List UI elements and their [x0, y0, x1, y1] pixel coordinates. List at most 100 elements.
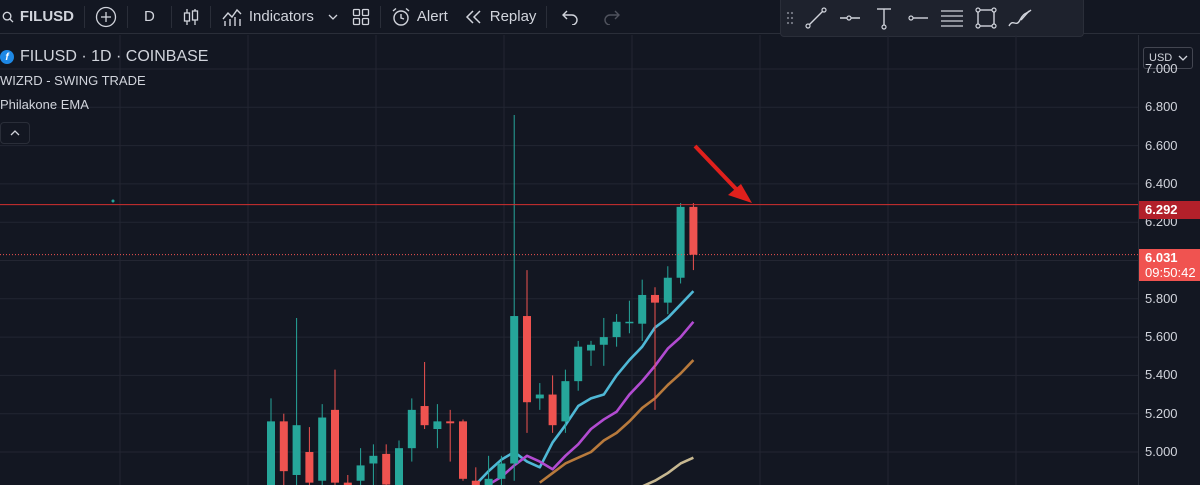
candle-body [510, 316, 519, 464]
cross-line-tool[interactable] [867, 2, 901, 34]
indicators-button[interactable]: Indicators [213, 0, 322, 34]
candle [587, 340, 595, 366]
filecoin-logo-icon: f [0, 50, 14, 64]
symbol-title-row[interactable]: f FILUSD · 1D · COINBASE [0, 46, 208, 68]
replay-label: Replay [489, 8, 537, 25]
alarm-clock-icon [392, 7, 410, 26]
chart-pane[interactable] [0, 35, 1138, 485]
price-tick-label: 5.800 [1145, 290, 1178, 306]
candle-body [548, 394, 557, 426]
parallel-channel-tool[interactable] [935, 2, 969, 34]
candle-body [420, 406, 429, 426]
collapse-legend-button[interactable] [0, 122, 30, 144]
indicators-dropdown-button[interactable] [322, 0, 344, 34]
symbol-search-button[interactable]: FILUSD [0, 0, 82, 34]
horizontal-line-tool[interactable] [901, 2, 935, 34]
last-price-label: 6.031 09:50:42 [1139, 249, 1200, 281]
price-tick-label: 6.400 [1145, 175, 1178, 191]
candle-body [535, 394, 544, 399]
indicators-label: Indicators [248, 8, 314, 25]
candle-body [689, 206, 698, 255]
parallel-channel-icon [941, 10, 963, 27]
chevron-up-icon [10, 130, 20, 136]
candle [523, 270, 531, 433]
horizontal-ray-tool[interactable] [833, 2, 867, 34]
trend-line-icon [805, 7, 827, 29]
candle [535, 383, 544, 410]
brush-tool[interactable] [1003, 2, 1037, 34]
candle-body [343, 482, 352, 485]
price-axis[interactable]: USD 7.0006.8006.6006.4006.2006.0005.8005… [1138, 35, 1200, 485]
indicator-wizrd[interactable]: WIZRD - SWING TRADE [0, 68, 208, 92]
candle [420, 361, 429, 430]
add-circle-icon [95, 6, 117, 27]
drawing-toolbar [780, 0, 1084, 37]
redo-button[interactable] [591, 0, 633, 34]
indicator-philakone-ema[interactable]: Philakone EMA [0, 92, 208, 116]
candle-body [395, 448, 403, 485]
rectangle-icon [975, 7, 997, 29]
chart-type-button[interactable] [174, 0, 208, 34]
candle-body [305, 452, 314, 483]
candle-body [587, 344, 595, 351]
candle-body [292, 425, 301, 475]
rectangle-tool[interactable] [969, 2, 1003, 34]
candle-body [446, 421, 455, 424]
candle-body [407, 409, 416, 449]
candle [625, 300, 634, 334]
divider [546, 5, 548, 28]
candle [267, 398, 275, 485]
undo-button[interactable] [549, 0, 591, 34]
drag-handle-icon[interactable] [785, 10, 795, 26]
candle-body [459, 421, 467, 479]
candle [548, 375, 557, 433]
candle [484, 455, 493, 485]
candles-icon [183, 8, 198, 25]
candle-body [625, 321, 634, 324]
signal-dot [111, 199, 115, 203]
price-tick-label: 5.000 [1145, 444, 1178, 459]
candle-body [356, 465, 365, 481]
divider [127, 5, 128, 28]
horizontal-ray-icon [840, 15, 860, 21]
candle [612, 314, 621, 347]
candle-body [638, 294, 647, 324]
price-tick-label: 6.600 [1145, 137, 1178, 153]
candle-body [599, 337, 608, 345]
layouts-button[interactable] [344, 0, 378, 34]
candle [459, 419, 467, 481]
candle-body [612, 321, 621, 338]
compare-symbol-button[interactable] [87, 0, 125, 34]
interval-button[interactable]: D [130, 0, 169, 34]
horizontal-line-icon [908, 15, 928, 21]
candle-body [651, 294, 659, 303]
candle [407, 398, 416, 462]
indicators-icon [222, 8, 242, 26]
candle-body [497, 463, 506, 479]
candle-body [279, 421, 288, 472]
arrow-shaft [693, 144, 740, 193]
trend-line-tool[interactable] [799, 2, 833, 34]
replay-button[interactable]: Replay [456, 0, 545, 34]
candle [638, 279, 647, 341]
cross-line-icon [877, 8, 891, 30]
candle [574, 340, 583, 391]
candle-body [676, 206, 685, 278]
interval-label: D [144, 8, 155, 25]
bar-countdown: 09:50:42 [1145, 265, 1196, 280]
price-chart[interactable] [0, 35, 1138, 485]
ema-lines [474, 290, 695, 485]
candle [279, 413, 288, 485]
candle [651, 287, 659, 410]
candle [510, 114, 519, 481]
candle [331, 369, 339, 485]
divider [170, 5, 172, 28]
annotation-arrow [693, 144, 752, 203]
divider [84, 5, 85, 28]
currency-select[interactable]: USD [1143, 47, 1193, 69]
candle-body [663, 277, 672, 303]
candle [676, 203, 685, 284]
candle [689, 203, 698, 271]
alert-button[interactable]: Alert [383, 0, 456, 34]
price-tick-label: 5.600 [1145, 329, 1178, 345]
